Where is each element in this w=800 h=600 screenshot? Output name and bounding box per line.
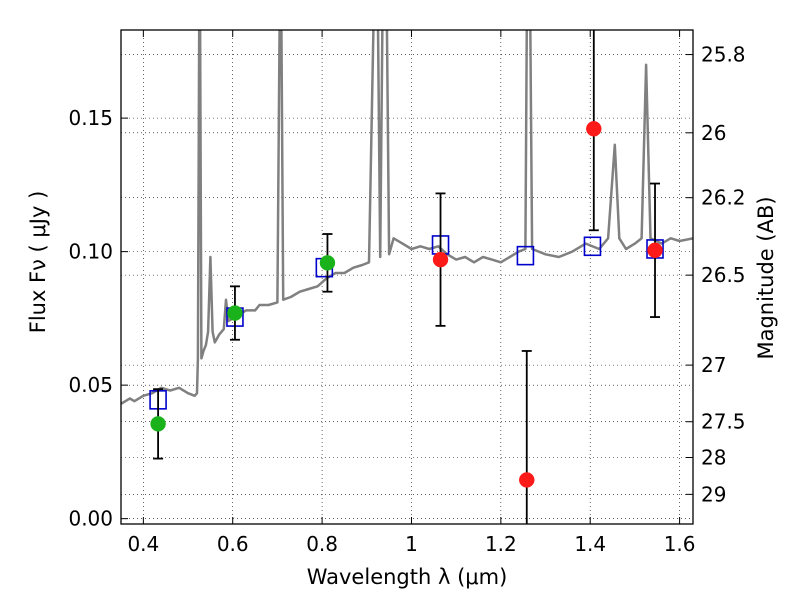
data-point bbox=[519, 472, 535, 488]
grid bbox=[121, 30, 693, 524]
x-tick-label: 0.4 bbox=[127, 532, 159, 556]
data-point bbox=[586, 121, 602, 137]
y-tick-label: 0.00 bbox=[68, 507, 113, 531]
y2-tick-label: 26.5 bbox=[701, 263, 746, 287]
x-axis-label: Wavelength λ (μm) bbox=[307, 565, 508, 589]
x-tick-label: 1.6 bbox=[664, 532, 696, 556]
data-point bbox=[227, 305, 243, 321]
y2-tick-label: 26.2 bbox=[701, 186, 746, 210]
y-tick-label: 0.05 bbox=[68, 373, 113, 397]
data-point bbox=[319, 255, 336, 271]
y2-tick-label: 26 bbox=[701, 121, 726, 145]
y-tick-label: 0.10 bbox=[68, 240, 113, 264]
y2-tick-label: 28 bbox=[701, 446, 726, 470]
y-tick-label: 0.15 bbox=[68, 106, 113, 130]
data-point bbox=[432, 251, 449, 268]
y2-tick-label: 29 bbox=[701, 482, 726, 506]
x-tick-label: 1.4 bbox=[574, 532, 606, 556]
plot-area bbox=[121, 30, 693, 524]
spectrum-line bbox=[121, 30, 693, 405]
plot-frame bbox=[120, 29, 694, 525]
x-tick-label: 1.2 bbox=[485, 532, 517, 556]
axes: 0.4 0.6 0.8 1 1.2 1.4 1.6 0.00 0.05 0.10 0.15 25.8 2… bbox=[68, 30, 746, 556]
y-axis-label: Flux Fν ( μJy ) bbox=[26, 191, 50, 334]
x-tick-label: 0.8 bbox=[306, 532, 338, 556]
y2-tick-label: 27 bbox=[701, 353, 726, 377]
y2-tick-label: 25.8 bbox=[701, 43, 746, 67]
x-tick-label: 1 bbox=[405, 532, 418, 556]
model-point bbox=[583, 236, 602, 257]
x-tick-label: 0.6 bbox=[217, 532, 249, 556]
model-point bbox=[516, 245, 535, 266]
y2-axis-label: Magnitude (AB) bbox=[754, 196, 778, 359]
data-point bbox=[647, 242, 663, 259]
data-point bbox=[150, 416, 166, 432]
y2-tick-label: 27.5 bbox=[701, 410, 746, 434]
